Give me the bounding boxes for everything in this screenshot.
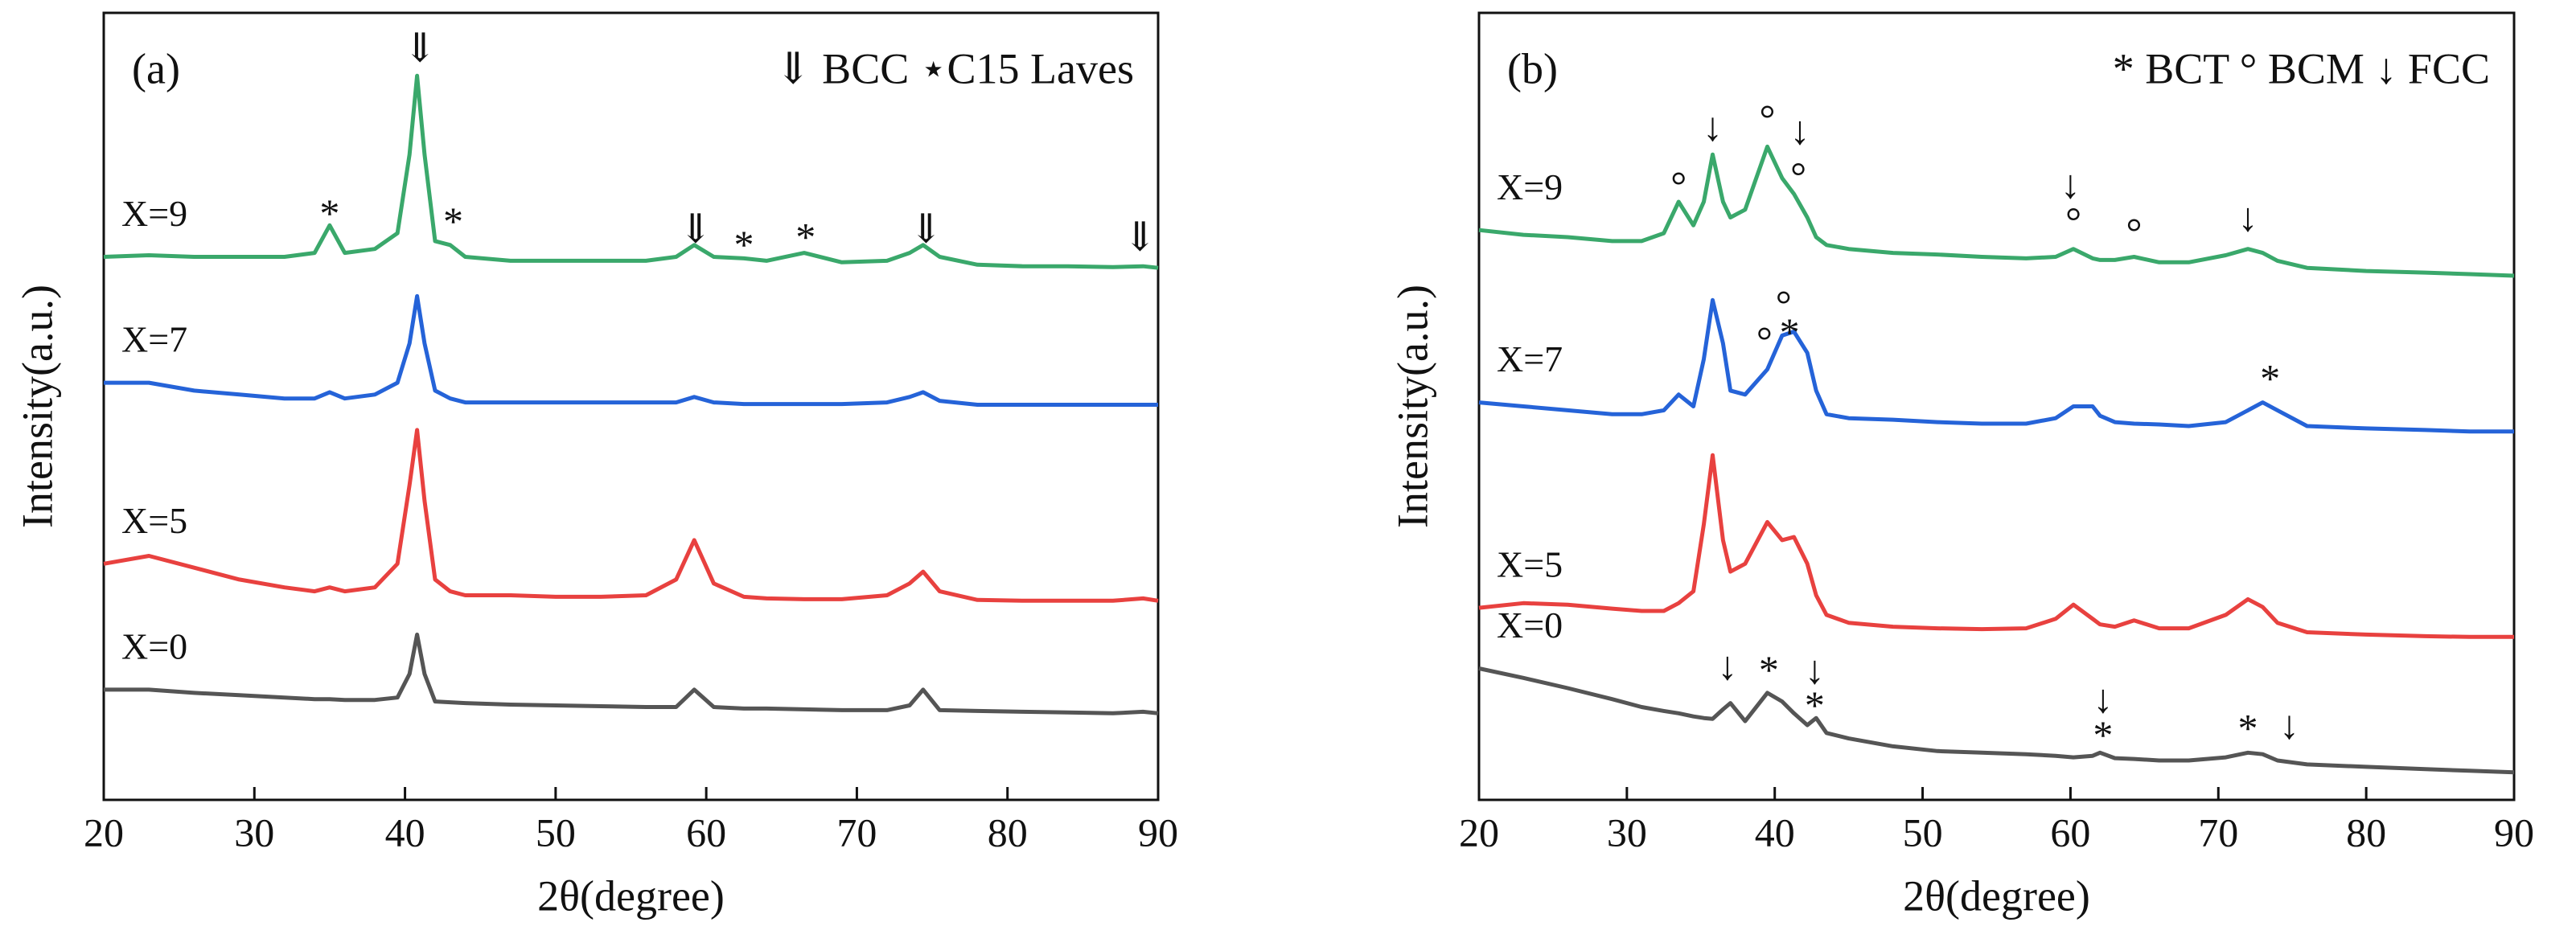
series-label: X=9	[1497, 166, 1563, 207]
peak-marker: ↓	[1703, 104, 1723, 149]
x-tick-label: 30	[1607, 810, 1647, 855]
peak-marker: *	[1759, 647, 1779, 692]
peak-marker: °	[1790, 154, 1806, 199]
panel-label: (b)	[1507, 44, 1558, 92]
x-tick-label: 50	[1903, 810, 1943, 855]
peak-marker: ↓	[2093, 676, 2113, 721]
series-label: X=9	[121, 193, 187, 234]
peak-marker: *	[795, 214, 816, 259]
peak-marker: ⇓	[679, 207, 713, 252]
xrd-line	[1478, 666, 2515, 775]
peak-marker: ⇓	[910, 207, 943, 252]
series-label: X=0	[1497, 605, 1563, 646]
series-label: X=0	[121, 626, 187, 667]
peak-marker: °	[2065, 199, 2081, 244]
peak-marker: ↓	[1805, 647, 1825, 692]
peak-marker: °	[1670, 163, 1687, 208]
peak-marker: ↓	[2279, 702, 2299, 747]
peak-marker: °	[1756, 318, 1773, 363]
x-tick-label: 80	[988, 810, 1028, 855]
peak-marker: °	[2126, 210, 2142, 255]
x-tick-label: 80	[2346, 810, 2386, 855]
legend-note: * BCT ° BCM ↓ FCC	[2113, 44, 2490, 92]
x-tick-label: 70	[2198, 810, 2238, 855]
series-label: X=7	[1497, 338, 1563, 379]
x-tick-label: 40	[385, 810, 425, 855]
x-axis-label: 2θ(degree)	[537, 871, 725, 920]
xrd-line	[103, 428, 1159, 603]
xrd-line	[1478, 297, 2514, 434]
peak-marker: ⇓	[1124, 214, 1157, 259]
xrd-line	[1478, 453, 2514, 639]
peak-marker: *	[443, 199, 463, 244]
xrd-line	[103, 73, 1159, 270]
x-tick-label: 60	[686, 810, 726, 855]
series-label: X=7	[121, 319, 187, 360]
legend-note: ⇓ BCC ⋆C15 Laves	[774, 44, 1134, 92]
xrd-line	[104, 632, 1159, 715]
peak-marker: ⇓	[403, 25, 437, 70]
peak-marker: *	[319, 191, 339, 236]
peak-marker: *	[2260, 356, 2280, 401]
x-tick-label: 70	[836, 810, 877, 855]
series-label: X=5	[1497, 544, 1563, 585]
peak-marker: ↓	[2060, 162, 2081, 207]
peak-marker: ↓	[2238, 195, 2258, 240]
plot-frame	[1477, 11, 2516, 801]
peak-marker: °	[1776, 282, 1792, 327]
x-tick-label: 90	[2494, 810, 2534, 855]
x-tick-label: 90	[1138, 810, 1178, 855]
x-axis-label: 2θ(degree)	[1903, 871, 2090, 920]
y-axis-label: Intensity(a.u.)	[1388, 285, 1436, 528]
peak-marker: ↓	[1717, 643, 1737, 688]
series-label: X=5	[121, 500, 187, 541]
xrd-line	[1478, 144, 2515, 278]
x-tick-label: 60	[2050, 810, 2090, 855]
x-tick-label: 30	[234, 810, 274, 855]
peak-marker: *	[2238, 705, 2258, 750]
y-axis-label: Intensity(a.u.)	[13, 285, 61, 528]
x-tick-label: 40	[1755, 810, 1795, 855]
panel-label: (a)	[132, 44, 180, 92]
peak-marker: *	[2093, 712, 2113, 757]
peak-marker: °	[1760, 96, 1776, 141]
peak-marker: *	[1780, 309, 1800, 355]
peak-marker: ↓	[1789, 108, 1810, 153]
peak-marker: *	[1805, 683, 1825, 728]
x-tick-label: 20	[1459, 810, 1499, 855]
x-tick-label: 20	[84, 810, 124, 855]
xrd-line	[104, 293, 1158, 407]
x-tick-label: 50	[536, 810, 576, 855]
peak-marker: *	[733, 222, 754, 267]
